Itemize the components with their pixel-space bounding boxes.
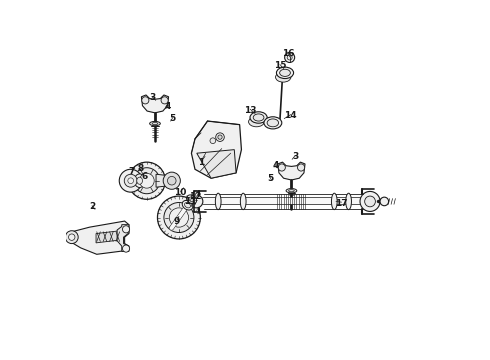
Ellipse shape <box>250 112 267 123</box>
Text: 16: 16 <box>282 49 294 58</box>
Text: 2: 2 <box>89 202 95 211</box>
Circle shape <box>278 164 285 171</box>
Text: 5: 5 <box>267 174 273 183</box>
Polygon shape <box>142 95 169 113</box>
Ellipse shape <box>289 190 294 192</box>
Ellipse shape <box>267 119 279 127</box>
Circle shape <box>169 208 189 227</box>
Ellipse shape <box>187 195 196 204</box>
Ellipse shape <box>149 121 160 126</box>
Ellipse shape <box>286 189 297 193</box>
Circle shape <box>161 97 168 104</box>
Ellipse shape <box>346 193 351 210</box>
Text: 6: 6 <box>142 172 148 181</box>
Ellipse shape <box>331 193 337 210</box>
Ellipse shape <box>185 203 191 208</box>
Ellipse shape <box>280 69 291 76</box>
Circle shape <box>122 245 130 252</box>
Text: 4: 4 <box>272 161 278 170</box>
Ellipse shape <box>189 197 194 202</box>
Text: 13: 13 <box>244 106 257 115</box>
Circle shape <box>297 164 305 171</box>
Circle shape <box>122 226 130 233</box>
Circle shape <box>134 168 160 194</box>
Polygon shape <box>156 174 172 187</box>
Ellipse shape <box>134 174 145 188</box>
Ellipse shape <box>276 67 294 78</box>
Circle shape <box>139 173 154 188</box>
Circle shape <box>128 178 134 184</box>
Text: 17: 17 <box>335 199 348 208</box>
Ellipse shape <box>137 177 143 184</box>
Text: 10: 10 <box>174 188 187 197</box>
Text: 14: 14 <box>284 111 297 120</box>
Circle shape <box>168 176 176 185</box>
Ellipse shape <box>215 193 221 210</box>
Text: 15: 15 <box>274 61 286 70</box>
Circle shape <box>190 195 203 208</box>
Circle shape <box>218 135 222 139</box>
Ellipse shape <box>182 201 193 210</box>
Text: 8: 8 <box>137 164 144 173</box>
Circle shape <box>287 55 292 60</box>
Circle shape <box>164 203 194 233</box>
Text: 3: 3 <box>292 152 298 161</box>
Text: 12: 12 <box>189 192 201 201</box>
Text: 3: 3 <box>149 93 155 102</box>
Circle shape <box>216 133 224 141</box>
Circle shape <box>128 162 165 199</box>
Ellipse shape <box>264 117 282 129</box>
Text: 9: 9 <box>174 217 180 226</box>
Ellipse shape <box>275 72 291 82</box>
Text: 4: 4 <box>165 102 172 111</box>
Ellipse shape <box>152 122 158 125</box>
Polygon shape <box>278 162 305 180</box>
Polygon shape <box>192 121 242 178</box>
Polygon shape <box>197 150 236 178</box>
Circle shape <box>285 53 294 63</box>
Circle shape <box>380 197 389 206</box>
Text: 5: 5 <box>170 114 176 123</box>
Polygon shape <box>96 231 120 243</box>
Polygon shape <box>117 225 129 251</box>
Ellipse shape <box>248 117 264 127</box>
Ellipse shape <box>253 114 264 121</box>
Circle shape <box>69 234 75 240</box>
Text: 11: 11 <box>184 197 197 206</box>
Circle shape <box>119 169 142 192</box>
Circle shape <box>360 192 380 211</box>
Circle shape <box>365 196 375 207</box>
Circle shape <box>124 174 137 187</box>
Circle shape <box>163 172 180 189</box>
Ellipse shape <box>241 193 246 210</box>
Circle shape <box>157 196 200 239</box>
Text: 1: 1 <box>198 158 204 167</box>
Circle shape <box>210 138 216 144</box>
Text: 7: 7 <box>128 167 135 176</box>
Polygon shape <box>68 221 129 254</box>
Circle shape <box>65 231 78 244</box>
Circle shape <box>142 97 149 104</box>
